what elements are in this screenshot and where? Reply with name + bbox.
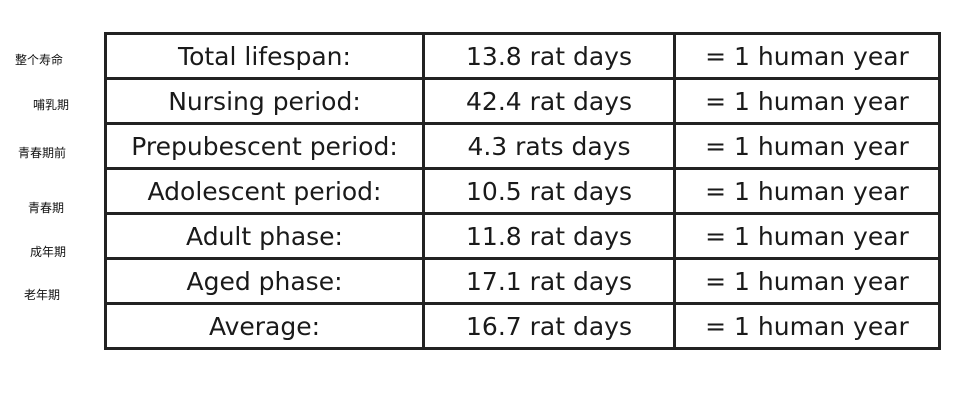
human-year-cell: = 1 human year (673, 167, 941, 215)
side-label-nursing: 哺乳期 (33, 98, 70, 112)
human-year-cell: = 1 human year (673, 32, 941, 80)
table-row: Average: 16.7 rat days = 1 human year (104, 302, 941, 350)
phase-cell: Adolescent period: (104, 167, 425, 215)
side-label-prepubescent: 青春期前 (18, 146, 67, 160)
rat-human-age-table: Total lifespan: 13.8 rat days = 1 human … (104, 32, 941, 350)
side-label-adolescent: 青春期 (28, 201, 65, 215)
phase-cell: Adult phase: (104, 212, 425, 260)
rat-days-cell: 13.8 rat days (422, 32, 676, 80)
table-row: Prepubescent period: 4.3 rats days = 1 h… (104, 122, 941, 170)
side-label-aged: 老年期 (24, 288, 61, 302)
human-year-cell: = 1 human year (673, 212, 941, 260)
human-year-cell: = 1 human year (673, 302, 941, 350)
rat-days-cell: 4.3 rats days (422, 122, 676, 170)
table-row: Total lifespan: 13.8 rat days = 1 human … (104, 32, 941, 80)
human-year-cell: = 1 human year (673, 122, 941, 170)
phase-cell: Nursing period: (104, 77, 425, 125)
phase-cell: Aged phase: (104, 257, 425, 305)
phase-cell: Prepubescent period: (104, 122, 425, 170)
rat-days-cell: 16.7 rat days (422, 302, 676, 350)
table-row: Adult phase: 11.8 rat days = 1 human yea… (104, 212, 941, 260)
table-row: Aged phase: 17.1 rat days = 1 human year (104, 257, 941, 305)
rat-days-cell: 42.4 rat days (422, 77, 676, 125)
human-year-cell: = 1 human year (673, 257, 941, 305)
rat-days-cell: 17.1 rat days (422, 257, 676, 305)
human-year-cell: = 1 human year (673, 77, 941, 125)
rat-days-cell: 11.8 rat days (422, 212, 676, 260)
side-label-adult: 成年期 (30, 245, 67, 259)
table-row: Nursing period: 42.4 rat days = 1 human … (104, 77, 941, 125)
phase-cell: Total lifespan: (104, 32, 425, 80)
table-row: Adolescent period: 10.5 rat days = 1 hum… (104, 167, 941, 215)
phase-cell: Average: (104, 302, 425, 350)
side-label-total-lifespan: 整个寿命 (15, 53, 64, 67)
rat-days-cell: 10.5 rat days (422, 167, 676, 215)
